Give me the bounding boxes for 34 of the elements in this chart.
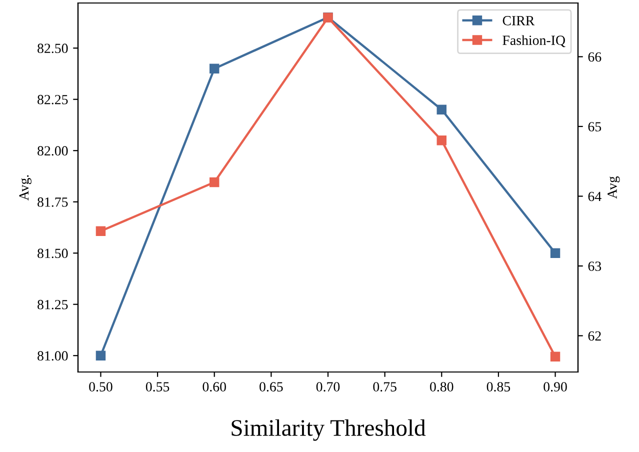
y2-tick-label: 64 <box>588 192 602 202</box>
y-tick-label: 81.00 <box>38 351 68 361</box>
y2-tick-label: 63 <box>588 262 602 271</box>
point <box>550 352 560 362</box>
y-tick-label: 82.00 <box>38 146 68 156</box>
x-axis-title: Similarity Threshold <box>232 419 426 441</box>
y2-tick-label: 62 <box>588 331 601 341</box>
y-axis-title: Avg. <box>19 175 32 201</box>
point <box>210 177 220 188</box>
y-tick-label: 81.25 <box>38 300 68 310</box>
x-tick-label: 0.60 <box>202 382 226 392</box>
point <box>550 248 560 258</box>
legend-label: Fashion-IQ <box>502 35 566 48</box>
x-tick-label: 0.70 <box>316 382 340 392</box>
x-tick-label: 0.80 <box>430 382 454 392</box>
x-tick-label: 0.50 <box>89 382 112 392</box>
point <box>96 226 106 236</box>
y-tick-label: 82.50 <box>38 44 68 54</box>
x-tick-label: 0.55 <box>146 382 170 392</box>
point <box>436 104 446 114</box>
legend-label: CIRR <box>502 16 535 26</box>
x-tick-label: 0.75 <box>373 382 396 392</box>
y2-tick-label: 66 <box>588 52 602 62</box>
point <box>96 350 106 360</box>
point <box>210 64 220 74</box>
x-tick-label: 0.65 <box>260 382 283 392</box>
y2-axis-title: Avg <box>608 176 620 199</box>
y-tick-label: 82.25 <box>38 94 68 104</box>
y-tick-label: 81.50 <box>38 248 68 258</box>
x-tick-label: 0.85 <box>486 382 510 392</box>
y2-tick-label: 65 <box>588 122 602 132</box>
x-tick-label: 0.90 <box>544 382 567 392</box>
point <box>436 136 446 146</box>
y-tick-label: 81.75 <box>38 197 68 207</box>
